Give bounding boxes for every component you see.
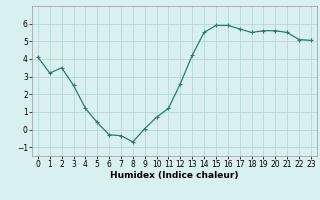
X-axis label: Humidex (Indice chaleur): Humidex (Indice chaleur) [110,171,239,180]
